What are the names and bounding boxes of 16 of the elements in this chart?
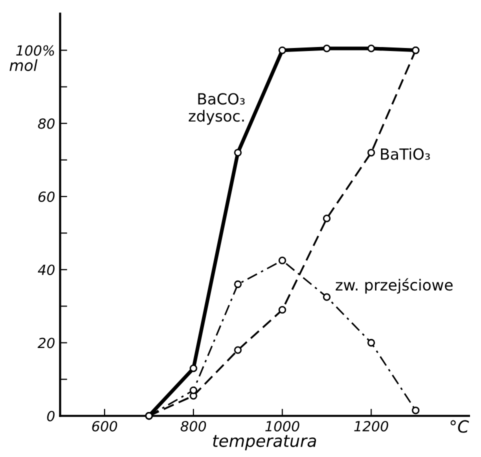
y-tick-label: 80 — [38, 118, 55, 129]
x-tick-label: 600 — [92, 420, 118, 432]
series-label: BaCO₃ zdysoc. — [188, 93, 245, 125]
y-tick-label: 60 — [38, 191, 55, 202]
x-tick-label: 1200 — [354, 420, 388, 432]
y-tick-label: 40 — [38, 264, 55, 276]
series-label: BaTiO₃ — [381, 148, 430, 160]
x-tick-label: 800 — [180, 420, 206, 432]
x-axis-title: temperatura — [213, 435, 316, 450]
y-tick-label: 20 — [38, 338, 55, 348]
y-axis-title: mol — [10, 59, 38, 72]
series-label: zw. przejściowe — [336, 278, 453, 294]
text: °C — [450, 420, 469, 433]
y-tick-label: 0 — [47, 410, 55, 422]
x-tick-label: 1000 — [265, 420, 300, 432]
y-tick-label: 100% — [16, 45, 54, 56]
